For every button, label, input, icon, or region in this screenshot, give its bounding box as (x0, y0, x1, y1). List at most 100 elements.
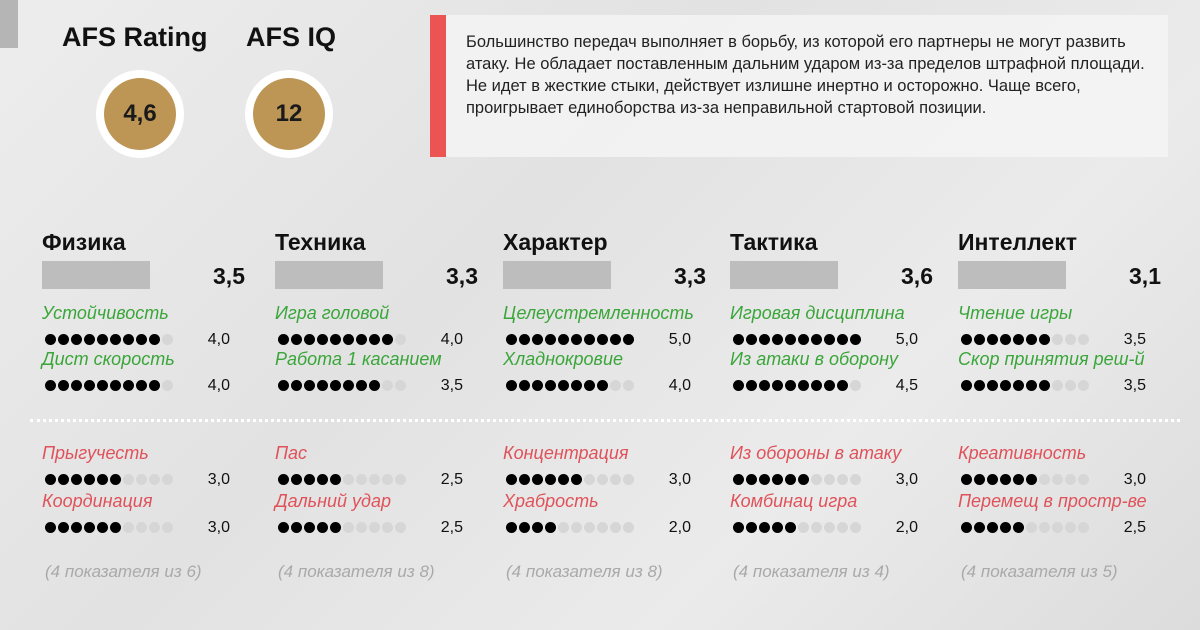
rating-dot (291, 474, 302, 485)
category-title: Техника (275, 229, 366, 255)
rating-dot (382, 334, 393, 345)
strength-label: Дист скорость (42, 349, 175, 369)
rating-dot (149, 522, 160, 533)
rating-dot (837, 380, 848, 391)
rating-value: 4,0 (207, 377, 230, 394)
quote-accent-bar (430, 15, 446, 157)
rating-dot (584, 522, 595, 533)
rating-dot (798, 474, 809, 485)
rating-dot (772, 474, 783, 485)
rating-dot (304, 334, 315, 345)
rating-dot (746, 334, 757, 345)
rating-dot (97, 474, 108, 485)
weakness-label: Дальний удар (275, 491, 391, 511)
rating-dot (317, 474, 328, 485)
rating-value: 3,5 (1123, 377, 1146, 394)
rating-dot (58, 522, 69, 533)
rating-dot (759, 334, 770, 345)
rating-dot (733, 380, 744, 391)
rating-dot (1065, 474, 1076, 485)
rating-value: 3,5 (440, 377, 463, 394)
afs-iq-badge: 12 (245, 70, 333, 158)
rating-dot (1052, 474, 1063, 485)
rating-dot (623, 334, 634, 345)
rating-dot (824, 474, 835, 485)
weakness-label: Храбрость (503, 491, 599, 511)
afs-rating-badge: 4,6 (96, 70, 184, 158)
rating-dot (974, 334, 985, 345)
rating-dot (1000, 474, 1011, 485)
rating-dots (278, 380, 406, 391)
rating-dot (58, 474, 69, 485)
weakness-label: Координация (42, 491, 153, 511)
rating-dot (733, 334, 744, 345)
category-footer: (4 показателя из 8) (506, 562, 663, 581)
rating-value: 2,5 (440, 471, 463, 488)
rating-dot (772, 522, 783, 533)
category-score: 3,1 (1129, 263, 1161, 289)
rating-dot (382, 380, 393, 391)
rating-dot (382, 474, 393, 485)
category-score: 3,3 (446, 263, 478, 289)
rating-value: 3,0 (207, 519, 230, 536)
rating-dots (733, 380, 861, 391)
rating-dot (278, 334, 289, 345)
rating-dot (519, 522, 530, 533)
rating-dots (961, 522, 1089, 533)
rating-dot (278, 474, 289, 485)
rating-dot (1052, 334, 1063, 345)
rating-dot (1078, 380, 1089, 391)
rating-dot (330, 474, 341, 485)
strength-label: Работа 1 касанием (275, 349, 442, 369)
rating-value: 2,0 (895, 519, 918, 536)
rating-dots (278, 334, 406, 345)
description-box: Большинство передач выполняет в борьбу, … (430, 15, 1168, 157)
rating-dot (772, 334, 783, 345)
rating-dots (278, 474, 406, 485)
rating-dots (45, 474, 173, 485)
rating-dot (304, 380, 315, 391)
rating-dot (987, 380, 998, 391)
rating-dot (759, 522, 770, 533)
rating-value: 3,0 (668, 471, 691, 488)
rating-dot (519, 474, 530, 485)
rating-value: 2,5 (1123, 519, 1146, 536)
rating-dot (45, 522, 56, 533)
rating-dots (45, 334, 173, 345)
weakness-label: Прыгучесть (42, 443, 149, 463)
rating-dots (733, 474, 861, 485)
rating-dot (291, 334, 302, 345)
rating-dot (1013, 522, 1024, 533)
rating-dot (1013, 334, 1024, 345)
rating-dot (1039, 522, 1050, 533)
category-footer: (4 показателя из 5) (961, 562, 1118, 581)
strength-label: Устойчивость (42, 303, 169, 323)
rating-dot (1013, 474, 1024, 485)
rating-dot (519, 334, 530, 345)
rating-dot (974, 522, 985, 533)
rating-dot (110, 474, 121, 485)
rating-dots (506, 474, 634, 485)
rating-dot (532, 474, 543, 485)
rating-dot (785, 474, 796, 485)
rating-dot (850, 474, 861, 485)
rating-dot (610, 474, 621, 485)
rating-dot (584, 380, 595, 391)
rating-dot (1052, 380, 1063, 391)
category-3: Тактика 3,6 Игровая дисциплина 5,0 Из атак… (730, 225, 960, 595)
rating-dot (545, 380, 556, 391)
strength-label: Целеустремленность (503, 303, 694, 323)
description-text: Большинство передач выполняет в борьбу, … (466, 33, 1145, 117)
rating-value: 2,5 (440, 519, 463, 536)
rating-value: 2,0 (668, 519, 691, 536)
rating-dot (369, 522, 380, 533)
rating-dot (746, 380, 757, 391)
afs-iq-value: 12 (253, 78, 325, 150)
rating-dot (45, 334, 56, 345)
rating-dot (532, 522, 543, 533)
rating-dot (811, 522, 822, 533)
rating-dot (343, 334, 354, 345)
rating-dot (330, 334, 341, 345)
rating-dot (850, 380, 861, 391)
rating-dots (278, 522, 406, 533)
